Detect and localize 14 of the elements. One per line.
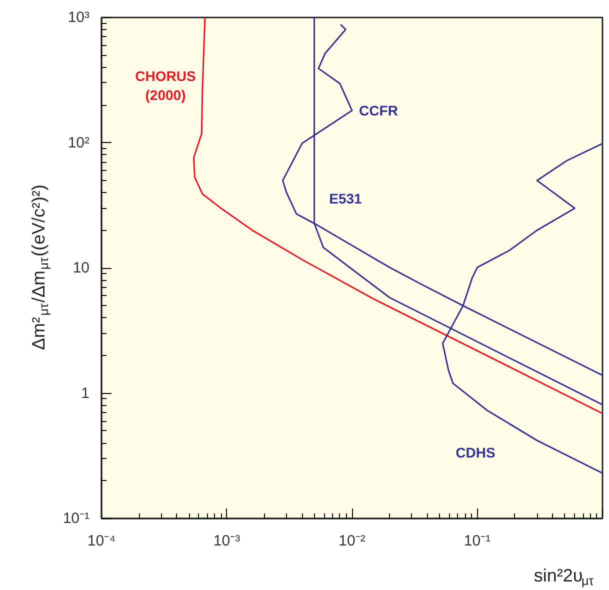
y-tick-label: 10³ — [68, 9, 90, 26]
x-tick-label: 10⁻² — [338, 532, 366, 550]
x-tick-label: 10⁻¹ — [464, 532, 491, 550]
series-label: CHORUS (2000) — [135, 68, 196, 104]
series-label: E531 — [329, 190, 362, 206]
x-tick-label: 10⁻³ — [213, 532, 240, 550]
y-tick-label: 10² — [68, 134, 90, 152]
y-axis-title: Δm²μτ/Δmμτ((eV/c²)²) — [28, 184, 51, 350]
x-tick-label: 10⁻⁴ — [87, 532, 116, 550]
y-tick-label: 1 — [81, 384, 90, 402]
series-label: CCFR — [359, 102, 398, 118]
series-label: CDHS — [456, 444, 496, 460]
y-tick-label: 10 — [72, 260, 90, 276]
y-tick-label: 10⁻¹ — [62, 510, 90, 527]
